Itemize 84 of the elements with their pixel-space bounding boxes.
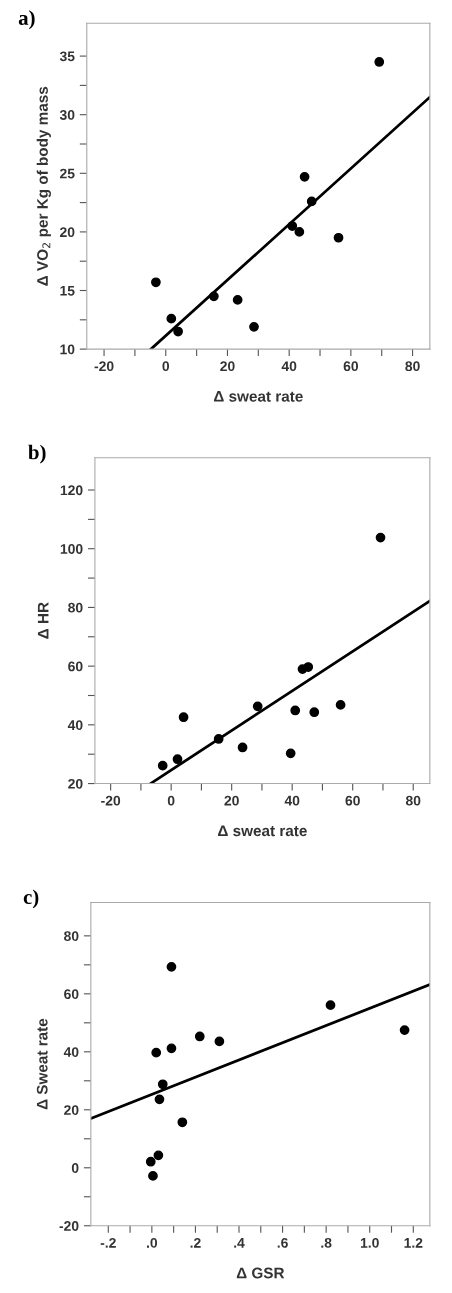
point <box>249 321 259 332</box>
x-tick-label: 0 <box>167 795 175 806</box>
y-tick-label: 40 <box>67 720 83 731</box>
x-tick-label: .2 <box>190 1237 201 1248</box>
point <box>335 700 346 710</box>
point <box>232 295 243 305</box>
x-tick-label: .0 <box>147 1237 158 1248</box>
point <box>151 1047 162 1058</box>
x-tick-label: .6 <box>277 1237 288 1248</box>
point <box>148 1171 158 1181</box>
y-tick-label: 20 <box>60 227 75 238</box>
point <box>285 748 296 759</box>
y-tick-label: 120 <box>60 485 83 496</box>
y-tick-label: 20 <box>64 1105 79 1115</box>
point <box>153 1150 164 1161</box>
x-tick-label: 60 <box>345 795 360 806</box>
y-axis-title: Δ Sweat rate <box>36 1018 48 1110</box>
y-tick-label: 80 <box>68 602 83 613</box>
y-tick-label: 30 <box>59 110 75 120</box>
x-tick-label: 1.0 <box>360 1237 379 1248</box>
point <box>399 1025 410 1035</box>
x-tick-label: 60 <box>343 361 359 372</box>
point <box>309 707 320 718</box>
point <box>303 662 314 672</box>
point <box>166 313 177 324</box>
x-tick-label: .8 <box>321 1237 332 1248</box>
y-tick-label: 25 <box>60 168 75 179</box>
x-tick-label: 1.2 <box>404 1237 423 1248</box>
point <box>145 1156 156 1167</box>
point <box>166 962 177 972</box>
y-axis-title: Δ HR <box>37 602 49 639</box>
x-tick-label: 40 <box>281 361 297 372</box>
x-tick-label: 80 <box>405 361 420 372</box>
x-tick-label: 20 <box>220 361 235 372</box>
point <box>290 705 301 716</box>
x-tick-label: 0 <box>162 361 170 372</box>
point <box>294 227 305 237</box>
x-tick-label: -20 <box>94 361 114 372</box>
point <box>325 1000 336 1011</box>
x-tick-label: 20 <box>224 795 239 806</box>
y-tick-label: 80 <box>64 931 79 942</box>
point <box>157 760 168 771</box>
point <box>157 1079 168 1090</box>
y-tick-label: 60 <box>68 661 83 672</box>
x-axis-title: Δ sweat rate <box>213 391 303 402</box>
point <box>214 1036 225 1047</box>
y-tick-label: 40 <box>63 1047 79 1057</box>
y-tick-label: 0 <box>71 1163 79 1173</box>
point <box>173 326 183 337</box>
point <box>299 171 310 182</box>
x-tick-label: 40 <box>284 795 300 806</box>
x-tick-label: .4 <box>234 1238 245 1248</box>
y-tick-label: -20 <box>59 1221 79 1231</box>
point <box>333 232 344 243</box>
y-tick-label: 100 <box>60 544 83 554</box>
point <box>194 1031 205 1042</box>
y-tick-label: 15 <box>60 285 75 296</box>
point <box>374 57 385 67</box>
point <box>375 532 386 543</box>
y-tick-label: 35 <box>59 51 75 62</box>
y-tick-label: 10 <box>60 344 75 355</box>
y-tick-label: 60 <box>64 989 79 1000</box>
point <box>177 1117 188 1128</box>
chart-title: a) <box>18 10 35 30</box>
point <box>166 1043 177 1054</box>
point <box>154 1094 165 1105</box>
x-tick-label: -20 <box>101 795 121 806</box>
x-axis-title: Δ GSR <box>236 1267 285 1279</box>
point <box>287 221 298 231</box>
chart-title: c) <box>23 889 39 909</box>
point <box>172 754 183 765</box>
point <box>151 277 161 288</box>
point <box>213 734 224 744</box>
y-tick-label: 20 <box>68 778 83 789</box>
x-tick-label: -.2 <box>100 1237 116 1248</box>
point <box>306 196 317 207</box>
point <box>237 742 248 753</box>
point <box>209 291 219 302</box>
x-tick-label: 80 <box>405 795 421 806</box>
point <box>178 712 189 723</box>
chart-title: b) <box>28 444 46 464</box>
point <box>252 701 263 712</box>
y-axis-title: Δ VO$_{2}$ per Kg of body mass <box>36 86 51 286</box>
x-axis-title: Δ sweat rate <box>218 825 307 837</box>
